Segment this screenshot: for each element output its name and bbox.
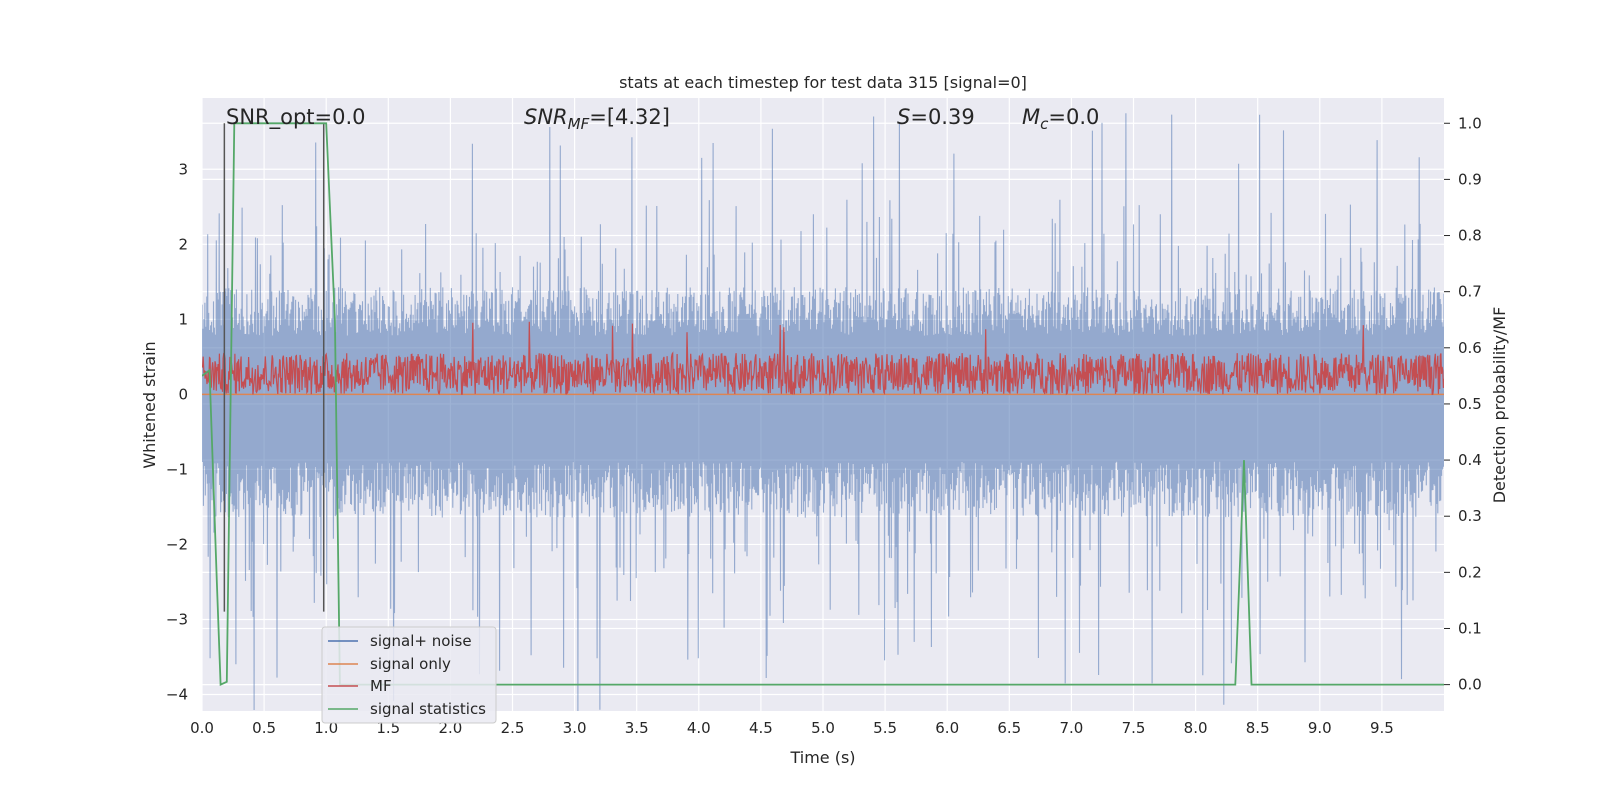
annotation-mc-value: =0.0 <box>1048 105 1099 129</box>
annotation-snr-mf: SNRMF=[4.32] <box>524 105 670 133</box>
y-tick-label-right: 0.6 <box>1458 339 1482 357</box>
x-tick-label: 4.5 <box>749 719 773 737</box>
x-tick-label: 3.0 <box>563 719 587 737</box>
legend: signal+ noise signal only MF signal stat… <box>321 626 497 724</box>
y-tick-label-left: −4 <box>166 685 188 703</box>
annotation-snr-mf-sub: MF <box>568 115 590 133</box>
legend-label-signal-only: signal only <box>370 655 451 673</box>
chart-title: stats at each timestep for test data 315… <box>619 73 1027 92</box>
y-tick-label-right: 0.5 <box>1458 395 1482 413</box>
x-tick-label: 8.0 <box>1184 719 1208 737</box>
annotation-s: S=0.39 <box>897 105 975 129</box>
annotation-mc-sub: c <box>1040 115 1049 133</box>
y-tick-label-left: 1 <box>178 310 188 328</box>
legend-label-signal-plus-noise: signal+ noise <box>370 632 472 650</box>
x-tick-label: 8.5 <box>1246 719 1270 737</box>
series-mf <box>202 321 1444 396</box>
y-tick-labels-right: 1.0 0.9 0.8 0.7 0.6 0.5 0.4 0.3 0.2 0.1 0.0 <box>1444 114 1482 694</box>
x-tick-label: 6.5 <box>997 719 1021 737</box>
x-tick-label: 4.0 <box>687 719 711 737</box>
series-signal-statistics <box>202 122 1444 686</box>
y-tick-label-right: 0.9 <box>1458 170 1482 188</box>
y-tick-label-left: 2 <box>178 235 188 253</box>
legend-box <box>321 626 497 724</box>
y-axis-label-right: Detection probability/MF <box>1490 307 1509 504</box>
y-tick-label-right: 0.0 <box>1458 676 1482 694</box>
y-tick-label-right: 0.1 <box>1458 619 1482 637</box>
y-tick-label-right: 0.7 <box>1458 283 1482 301</box>
annotation-mc: Mc=0.0 <box>1022 105 1099 133</box>
x-tick-label: 7.5 <box>1122 719 1146 737</box>
annotation-snr-opt: SNR_opt=0.0 <box>226 105 366 130</box>
y-tick-label-right: 0.4 <box>1458 451 1482 469</box>
x-tick-label: 3.5 <box>625 719 649 737</box>
annotation-s-symbol: S <box>897 105 910 129</box>
annotation-mc-base: M <box>1022 105 1040 129</box>
x-tick-label: 9.0 <box>1308 719 1332 737</box>
x-tick-label: 5.0 <box>811 719 835 737</box>
legend-label-mf: MF <box>370 677 392 695</box>
y-tick-label-left: −2 <box>166 535 188 553</box>
x-tick-label: 0.5 <box>252 719 276 737</box>
x-tick-label: 9.5 <box>1370 719 1394 737</box>
y-axis-label-left: Whitened strain <box>140 341 159 468</box>
y-tick-label-left: 3 <box>178 160 188 178</box>
x-tick-label: 5.5 <box>873 719 897 737</box>
x-tick-label: 7.0 <box>1059 719 1083 737</box>
y-tick-label-right: 0.2 <box>1458 563 1482 581</box>
legend-label-signal-statistics: signal statistics <box>370 700 486 718</box>
x-tick-label: 0.0 <box>190 719 214 737</box>
x-tick-label: 2.5 <box>501 719 525 737</box>
annotation-snr-mf-value: =[4.32] <box>589 105 670 129</box>
y-tick-label-left: −3 <box>166 610 188 628</box>
x-tick-labels: 0.0 0.5 1.0 1.5 2.0 2.5 3.0 3.5 4.0 4.5 5.0 5.5 6.0 6… <box>190 719 1394 737</box>
series-signal-plus-noise <box>202 113 1444 711</box>
x-tick-label: 6.0 <box>935 719 959 737</box>
y-tick-label-right: 0.8 <box>1458 227 1482 245</box>
x-axis-label: Time (s) <box>789 748 855 767</box>
y-tick-label-right: 1.0 <box>1458 114 1482 132</box>
y-tick-label-right: 0.3 <box>1458 507 1482 525</box>
y-tick-label-left: −1 <box>166 460 188 478</box>
y-tick-label-left: 0 <box>178 385 188 403</box>
annotation-snr-mf-base: SNR <box>524 105 568 129</box>
annotation-s-value: =0.39 <box>910 105 974 129</box>
y-tick-labels-left: 3 2 1 0 −1 −2 −3 −4 <box>166 160 188 703</box>
